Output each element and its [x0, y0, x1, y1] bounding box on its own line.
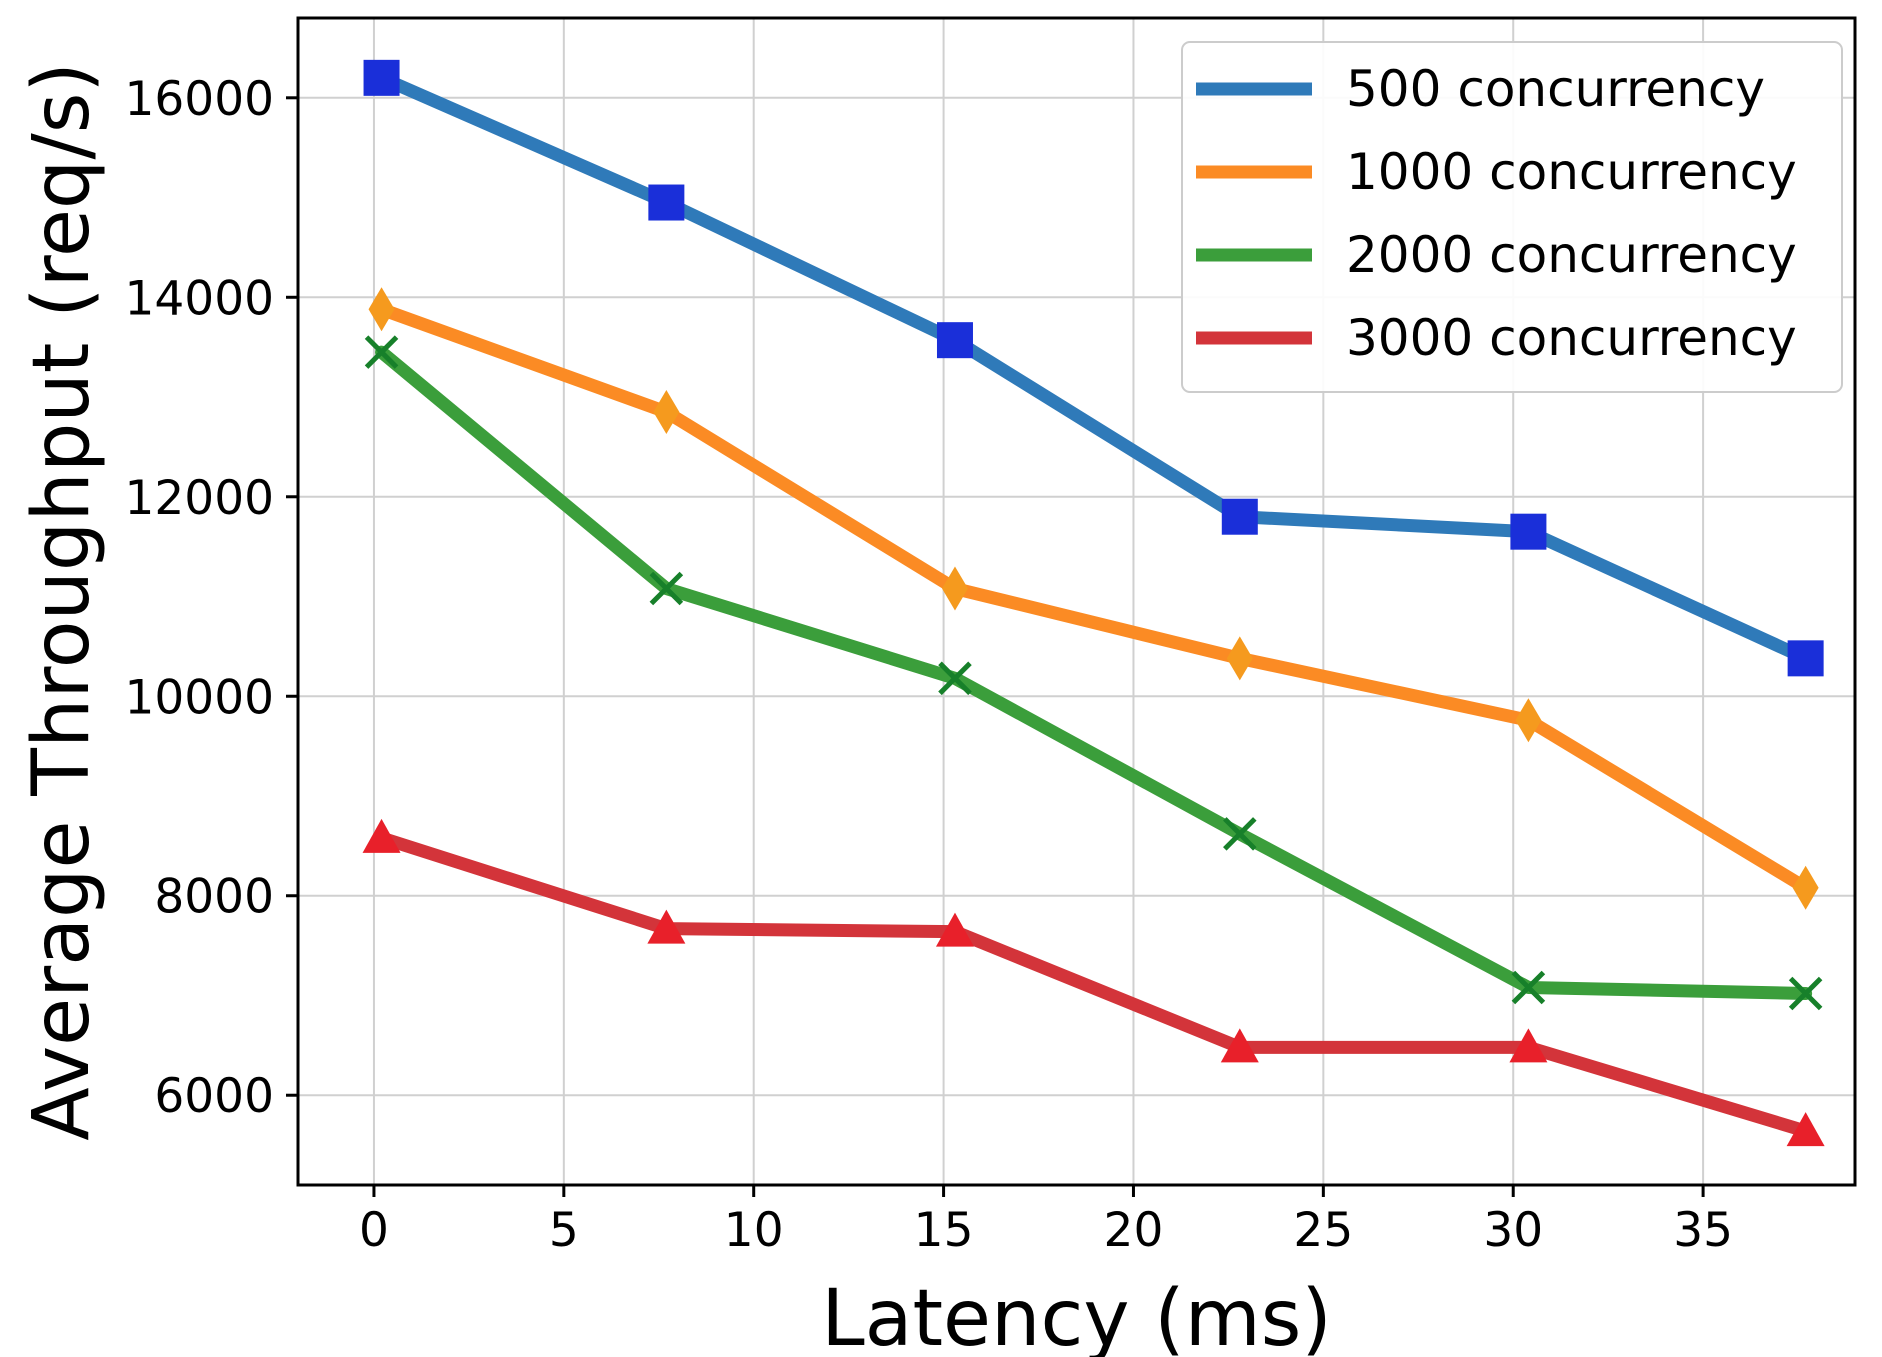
data-point: [1792, 865, 1819, 910]
x-tick-label: 25: [1293, 1203, 1353, 1258]
y-tick-label: 10000: [124, 670, 274, 725]
series-line: [375, 831, 1813, 1138]
series-line: [375, 302, 1813, 895]
series-1: [363, 59, 1824, 677]
data-point: [648, 184, 685, 221]
data-point: [647, 909, 686, 944]
series-line: [375, 71, 1813, 665]
x-tick-label: 35: [1673, 1203, 1733, 1258]
data-point: [364, 335, 399, 369]
y-axis-title: Average Throughput (req/s): [17, 62, 107, 1141]
data-point: [1223, 817, 1257, 851]
x-tick-label: 10: [724, 1203, 784, 1258]
data-point: [362, 818, 401, 853]
x-tick-label: 20: [1104, 1203, 1164, 1258]
legend-item: 2000 concurrency: [1196, 226, 1797, 284]
y-tick-label: 14000: [124, 271, 274, 326]
data-point: [938, 661, 972, 696]
data-point: [1511, 970, 1546, 1005]
data-point: [1786, 1112, 1825, 1147]
data-point: [1221, 498, 1258, 535]
legend-item: 3000 concurrency: [1196, 309, 1797, 367]
legend-label: 3000 concurrency: [1346, 309, 1797, 367]
data-point: [1509, 1028, 1548, 1063]
y-tick-label: 6000: [154, 1069, 274, 1124]
x-tick-label: 0: [359, 1203, 389, 1258]
data-point: [1788, 976, 1823, 1011]
y-tick-label: 8000: [154, 870, 274, 925]
series-line: [375, 345, 1813, 1000]
axis-ticks: 0 5 10 15 20 25 30 35 6000 8000 10000 12000 14000 160…: [124, 72, 1733, 1258]
data-point: [649, 571, 684, 606]
data-point: [1220, 1028, 1259, 1063]
data-point: [368, 287, 395, 332]
data-point: [936, 322, 973, 359]
y-tick-label: 12000: [124, 471, 274, 526]
data-point: [653, 389, 680, 434]
x-tick-label: 30: [1483, 1203, 1543, 1258]
legend: 500 concurrency 1000 concurrency 2000 conc…: [1181, 41, 1843, 393]
data-point: [1510, 513, 1547, 550]
series-lines: [362, 59, 1825, 1147]
legend-box: [1181, 41, 1843, 393]
x-axis-title: Latency (ms): [821, 1274, 1332, 1357]
data-point: [1787, 640, 1824, 677]
data-point: [935, 912, 974, 947]
data-point: [941, 566, 968, 611]
series-3: [364, 335, 1823, 1011]
data-point: [1226, 636, 1253, 681]
data-point: [363, 59, 400, 96]
legend-item: 500 concurrency: [1196, 60, 1765, 118]
series-4: [362, 818, 1825, 1147]
x-tick-label: 15: [914, 1203, 974, 1258]
y-tick-label: 16000: [124, 72, 274, 127]
legend-label: 1000 concurrency: [1346, 143, 1797, 201]
legend-item: 1000 concurrency: [1196, 143, 1797, 201]
series-2: [368, 287, 1819, 910]
x-tick-label: 5: [549, 1203, 579, 1258]
data-point: [1515, 698, 1542, 743]
legend-label: 2000 concurrency: [1346, 226, 1797, 284]
plot-frame: [296, 16, 1857, 1187]
legend-label: 500 concurrency: [1346, 60, 1765, 118]
